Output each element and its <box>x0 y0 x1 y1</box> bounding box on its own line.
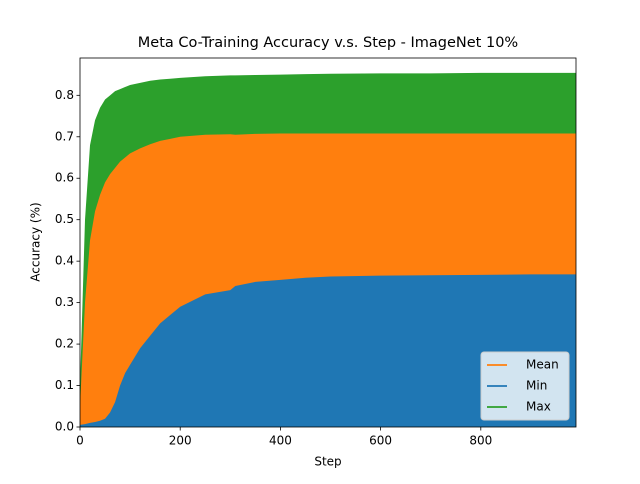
x-tick-label: 600 <box>369 434 392 448</box>
legend-box <box>480 351 570 421</box>
y-tick-label: 0.2 <box>55 337 74 351</box>
y-tick-label: 0.8 <box>55 88 74 102</box>
chart-title: Meta Co-Training Accuracy v.s. Step - Im… <box>138 35 518 51</box>
y-tick-label: 0.4 <box>55 254 74 268</box>
x-tick-label: 0 <box>76 434 84 448</box>
x-tick-label: 400 <box>269 434 292 448</box>
x-tick-label: 200 <box>169 434 192 448</box>
legend-label: Mean <box>526 358 559 372</box>
plot-frame <box>79 57 577 428</box>
y-tick-label: 0.3 <box>55 295 74 309</box>
y-tick-label: 0.5 <box>55 212 74 226</box>
y-tick-label: 0.1 <box>55 378 74 392</box>
y-tick-label: 0.0 <box>55 420 74 434</box>
y-tick-label: 0.6 <box>55 171 74 185</box>
x-tick-label: 800 <box>469 434 492 448</box>
y-axis-label: Accuracy (%) <box>29 202 43 281</box>
x-axis-label: Step <box>314 455 341 469</box>
legend-label: Min <box>526 379 547 393</box>
legend-label: Max <box>526 400 551 414</box>
area <box>80 274 576 427</box>
y-tick-label: 0.7 <box>55 129 74 143</box>
